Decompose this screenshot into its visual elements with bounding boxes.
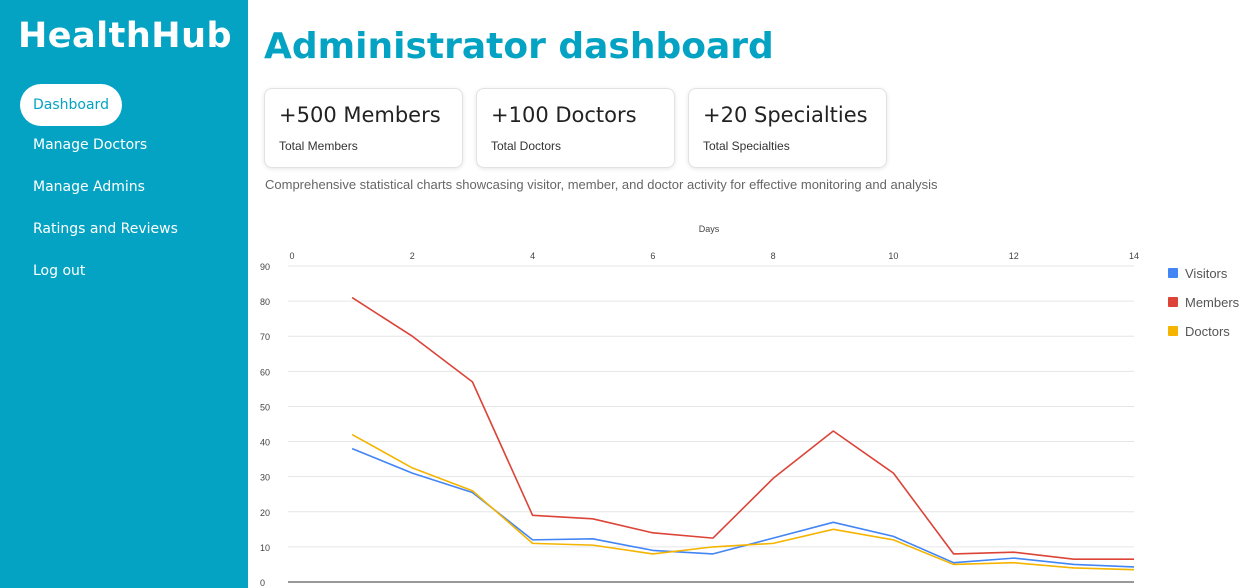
stat-value: +20 Specialties	[703, 103, 868, 127]
legend-item-members[interactable]: Members	[1168, 295, 1239, 324]
stat-value: +100 Doctors	[491, 103, 637, 127]
legend-label: Visitors	[1185, 266, 1228, 281]
y-tick-label: 50	[260, 402, 270, 412]
stat-label: Total Doctors	[491, 139, 562, 153]
legend-swatch	[1168, 326, 1178, 336]
y-tick-label: 0	[260, 578, 265, 588]
legend-item-visitors[interactable]: Visitors	[1168, 266, 1239, 295]
x-tick-label: 0	[289, 251, 294, 261]
nav-item-manage-admins[interactable]: Manage Admins	[33, 179, 145, 195]
y-tick-label: 20	[260, 508, 270, 518]
series-line-members	[351, 296, 1134, 560]
y-tick-label: 80	[260, 297, 270, 307]
nav-item-manage-doctors[interactable]: Manage Doctors	[33, 137, 148, 153]
x-tick-label: 10	[888, 251, 898, 261]
x-tick-label: 12	[1009, 251, 1019, 261]
activity-line-chart: 0 10 20 30 40 50 60 70 80 90 0 2 4 6 8 10 12 14 Days	[260, 224, 1139, 588]
brand-logo: HealthHub	[18, 16, 233, 56]
y-tick-label: 70	[260, 332, 270, 342]
x-tick-label: 8	[771, 251, 776, 261]
sidebar: HealthHub Dashboard Manage Doctors Manag…	[0, 0, 248, 588]
legend-swatch	[1168, 297, 1178, 307]
x-tick-label: 2	[410, 251, 415, 261]
page-title: Administrator dashboard	[264, 26, 774, 67]
nav-menu: Dashboard Manage Doctors Manage Admins R…	[20, 84, 191, 294]
x-tick-label: 14	[1129, 251, 1139, 261]
stat-card-doctors: +100 Doctors Total Doctors	[476, 88, 675, 168]
stat-card-members: +500 Members Total Members	[264, 88, 463, 168]
x-axis-title: Days	[699, 224, 720, 234]
legend-swatch	[1168, 268, 1178, 278]
legend-label: Members	[1185, 295, 1240, 310]
page-description: Comprehensive statistical charts showcas…	[265, 177, 938, 192]
y-tick-label: 90	[260, 262, 270, 272]
nav-item-logout[interactable]: Log out	[33, 263, 86, 279]
legend-label: Doctors	[1185, 324, 1230, 339]
nav-item-ratings-reviews[interactable]: Ratings and Reviews	[33, 221, 178, 237]
y-tick-label: 60	[260, 367, 270, 377]
nav-item-dashboard[interactable]: Dashboard	[20, 84, 122, 126]
stat-card-specialties: +20 Specialties Total Specialties	[688, 88, 887, 168]
y-tick-label: 30	[260, 473, 270, 483]
stat-label: Total Specialties	[703, 139, 790, 153]
x-tick-label: 4	[530, 251, 535, 261]
y-tick-label: 40	[260, 438, 270, 448]
y-tick-label: 10	[260, 543, 270, 553]
stat-label: Total Members	[279, 139, 358, 153]
x-tick-label: 6	[650, 251, 655, 261]
stat-value: +500 Members	[279, 103, 441, 127]
chart-legend: Visitors Members Doctors	[1168, 266, 1239, 353]
series-line-doctors	[351, 433, 1135, 571]
legend-item-doctors[interactable]: Doctors	[1168, 324, 1239, 353]
